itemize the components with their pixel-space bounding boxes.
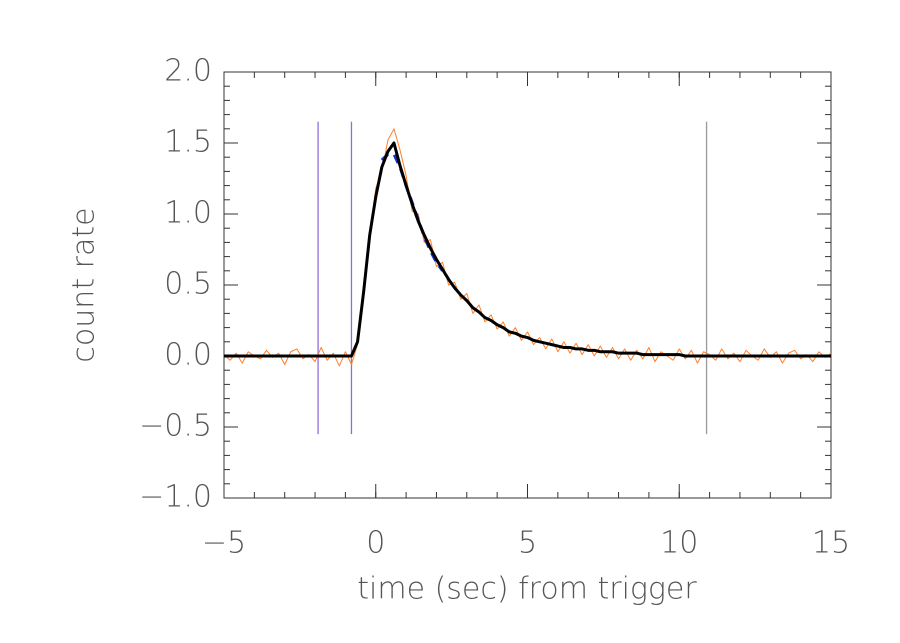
y-axis-label: count rate — [67, 207, 102, 362]
y-tick-label: 0.5 — [164, 267, 212, 302]
x-tick-label: 15 — [812, 526, 850, 561]
x-axis-label: time (sec) from trigger — [357, 572, 697, 607]
x-tick-label: 10 — [660, 526, 698, 561]
x-tick-label: 0 — [366, 526, 385, 561]
series-line — [223, 128, 832, 367]
y-tick-label: −0.5 — [139, 409, 212, 444]
y-tick-label: 1.5 — [164, 125, 212, 160]
y-tick-label: 1.0 — [164, 196, 212, 231]
y-tick-label: −1.0 — [139, 480, 212, 515]
y-tick-label: 0.0 — [164, 338, 212, 373]
x-tick-label: 5 — [518, 526, 537, 561]
plot-frame — [223, 71, 832, 499]
series-line — [224, 141, 831, 358]
y-tick-label: 2.0 — [164, 54, 212, 89]
x-tick-label: −5 — [202, 526, 246, 561]
